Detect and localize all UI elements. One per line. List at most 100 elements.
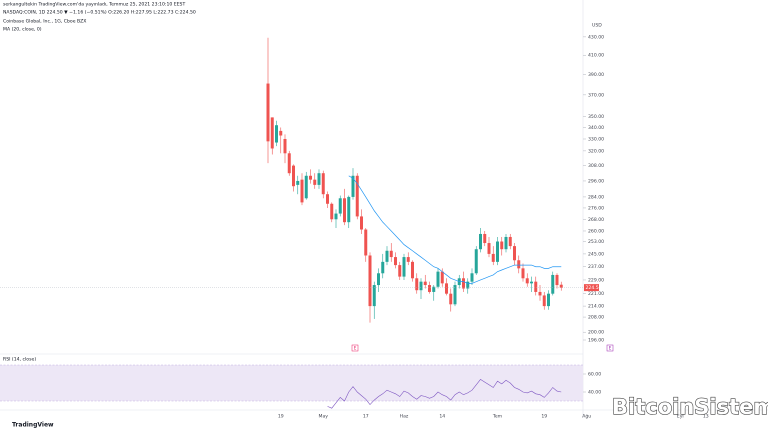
candle-body [508, 236, 512, 247]
candle-body [309, 175, 312, 180]
earnings-text: E [354, 345, 357, 350]
y-tick-label: 196.00 [588, 338, 604, 344]
y-tick-label: 214.00 [588, 304, 604, 310]
candle-body [470, 273, 474, 282]
rsi-legend[interactable]: RSI (14, close) [3, 357, 36, 363]
candle-body [296, 180, 300, 185]
candle-body [326, 194, 329, 204]
earnings-marker[interactable]: E [351, 344, 359, 352]
y-tick-label: 276.00 [588, 205, 604, 211]
candle-body [525, 278, 529, 284]
y-tick-label: 229.00 [588, 277, 604, 283]
candle-body [432, 286, 436, 292]
y-tick-label: 200.00 [588, 330, 604, 336]
candle-body [428, 285, 431, 292]
earnings-box [606, 344, 614, 352]
candle-body [389, 250, 393, 258]
candle-body [436, 271, 440, 287]
earnings-box [351, 344, 359, 352]
candle-body [496, 241, 499, 262]
candle-body [462, 278, 465, 289]
x-tick-label: May [319, 414, 329, 420]
y-tick-label: 268.00 [588, 217, 604, 223]
candle-body [321, 173, 325, 195]
x-tick-label: Haz [400, 414, 409, 420]
earnings-text: E [609, 345, 612, 350]
candle-body [406, 257, 410, 262]
candle-body [338, 198, 342, 214]
candle-body [368, 255, 372, 307]
candle-body [347, 196, 351, 223]
x-tick-label: Tem [492, 414, 503, 420]
y-tick-label: 410.00 [588, 53, 604, 59]
y-tick-label: 330.00 [588, 136, 604, 142]
candle-body [449, 293, 453, 305]
ma-legend[interactable]: MA (20, close, 0) [3, 27, 42, 33]
candle-body [491, 253, 495, 262]
currency-label: USD [592, 23, 602, 29]
candle-body [453, 285, 457, 305]
candle-body [500, 241, 504, 250]
candle-body [559, 284, 563, 288]
candle-body [551, 274, 555, 294]
candle-body [479, 233, 482, 250]
candle-body [304, 175, 308, 199]
candle-body [313, 179, 317, 185]
candle-body [300, 179, 304, 203]
y-tick-label: 245.00 [588, 251, 604, 257]
candle-body [364, 229, 368, 256]
y-tick-label: 208.00 [588, 315, 604, 321]
candle-body [466, 281, 470, 289]
y-tick-label: 308.00 [588, 163, 604, 169]
y-tick-label: 350.00 [588, 114, 604, 120]
x-tick-label: 13 [703, 414, 709, 420]
ma-line [348, 175, 562, 284]
y-tick-label: 40.00 [588, 390, 601, 396]
candle-body [355, 175, 359, 217]
candle-body [474, 249, 478, 274]
x-tick-label: 19 [278, 414, 284, 420]
y-tick-label: 296.00 [588, 178, 604, 184]
y-tick-label: 430.00 [588, 34, 604, 40]
x-tick-label: 19 [541, 414, 547, 420]
y-tick-label: 320.00 [588, 148, 604, 154]
candle-body [530, 281, 533, 284]
y-tick-label: 340.00 [588, 125, 604, 131]
y-tick-label: 237.00 [588, 264, 604, 270]
candle-body [517, 260, 521, 269]
candle-body [275, 125, 278, 143]
candle-body [330, 203, 334, 220]
candle-body [547, 293, 550, 307]
y-tick-label: 370.00 [588, 92, 604, 98]
candle-body [360, 216, 363, 230]
published-line: serkangultekin TradingView.com'da yayınl… [3, 2, 185, 8]
y-tick-label: 253.00 [588, 239, 604, 245]
candle-body [411, 261, 414, 279]
candle-body [385, 250, 389, 262]
brand-logo[interactable]: TradingView [12, 422, 54, 429]
x-tick-label: 14 [439, 414, 445, 420]
y-tick-label: 60.00 [588, 372, 601, 378]
candle-body [381, 261, 385, 274]
candle-body [398, 265, 402, 277]
earnings-marker[interactable]: E [606, 344, 614, 352]
candle-body [351, 175, 355, 197]
y-tick-label: 260.00 [588, 228, 604, 234]
x-tick-label: 17 [363, 414, 369, 420]
y-tick-label: 284.00 [588, 194, 604, 200]
candle-body [415, 278, 419, 291]
candle-body [270, 117, 274, 149]
instrument-line: Coinbase Global, Inc., 1G, Cboe BZX [3, 19, 86, 25]
candle-body [423, 281, 427, 286]
candle-body [283, 138, 287, 154]
candle-body [334, 213, 338, 220]
rsi-band [0, 365, 583, 401]
x-tick-label: Eyl [677, 414, 684, 420]
candle-body [487, 243, 491, 254]
candle-body [287, 153, 291, 174]
candle-body [555, 274, 559, 286]
candle-body [292, 165, 295, 187]
last-price-box [584, 284, 599, 292]
